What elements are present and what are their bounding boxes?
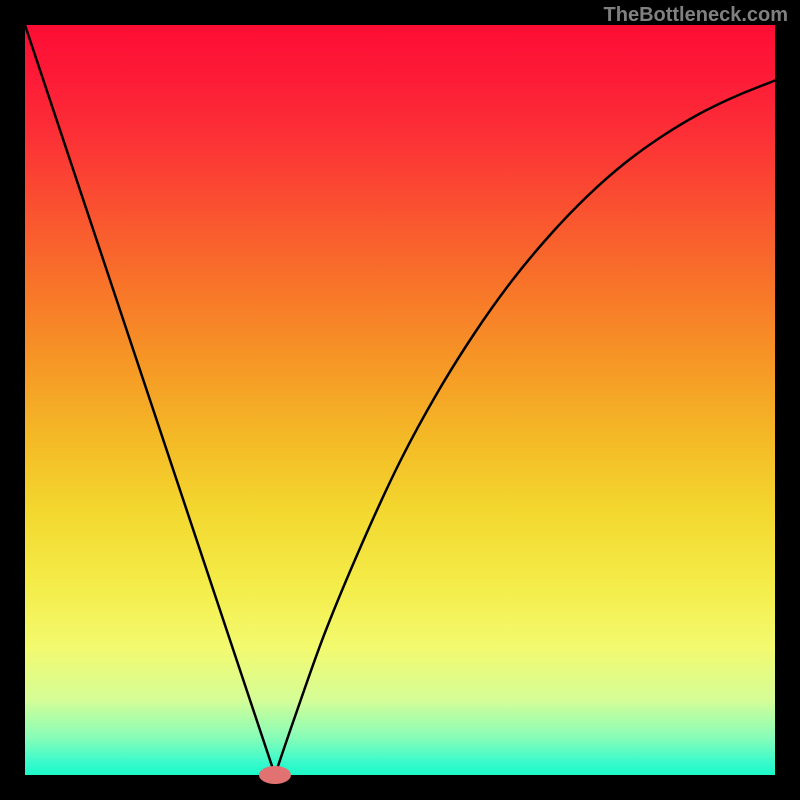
minimum-marker	[259, 766, 291, 784]
chart-container: TheBottleneck.com	[0, 0, 800, 800]
bottleneck-chart	[0, 0, 800, 800]
watermark-text: TheBottleneck.com	[604, 4, 788, 27]
plot-background-gradient	[25, 25, 775, 775]
